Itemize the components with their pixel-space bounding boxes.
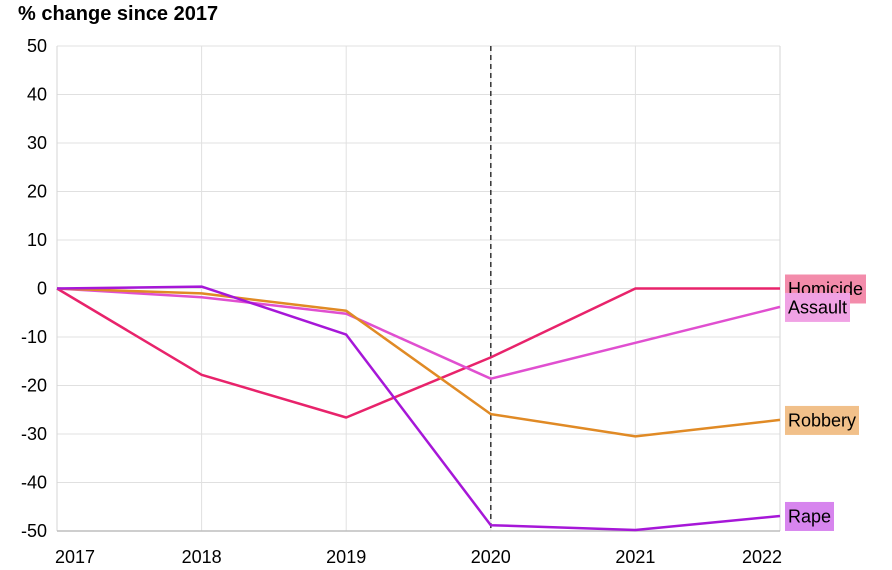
y-tick-label: 10	[27, 230, 47, 250]
x-tick-label: 2018	[182, 547, 222, 567]
x-tick-label: 2020	[471, 547, 511, 567]
y-tick-label: 30	[27, 133, 47, 153]
series-label-robbery: Robbery	[785, 406, 859, 435]
series-label-assault: Assault	[785, 293, 850, 322]
series-lines	[57, 287, 780, 530]
y-tick-label: -50	[21, 521, 47, 541]
y-tick-label: -20	[21, 376, 47, 396]
x-tick-label: 2022	[742, 547, 782, 567]
chart: % change since 2017 50 40 30 20 10 0 -10 -20 -30…	[0, 0, 892, 570]
y-tick-label: -30	[21, 424, 47, 444]
y-tick-label: 40	[27, 85, 47, 105]
plot-area: 50403020100-10-20-30-40-50 2017 2018 2019 2…	[0, 0, 892, 570]
y-tick-label: -10	[21, 327, 47, 347]
y-tick-labels: 50 40 30 20 10 0 -10 -20 -30 -40 -50	[21, 36, 47, 541]
y-tick-label: 20	[27, 182, 47, 202]
series-label-text-robbery: Robbery	[788, 410, 856, 430]
x-tick-labels: 2017 2018 2019 2020 2021 2022	[55, 547, 782, 567]
x-tick-label: 2017	[55, 547, 95, 567]
y-tick-label: -40	[21, 473, 47, 493]
series-line-homicide	[57, 289, 780, 418]
series-line-assault	[57, 289, 780, 379]
x-tick-label: 2021	[615, 547, 655, 567]
series-label-text-rape: Rape	[788, 506, 831, 526]
series-label-text-assault: Assault	[788, 297, 847, 317]
y-tick-label: 0	[37, 279, 47, 299]
series-label-rape: Rape	[785, 502, 834, 531]
series-line-robbery	[57, 289, 780, 437]
x-tick-label: 2019	[326, 547, 366, 567]
y-tick-label: 50	[27, 36, 47, 56]
series-line-rape	[57, 287, 780, 530]
